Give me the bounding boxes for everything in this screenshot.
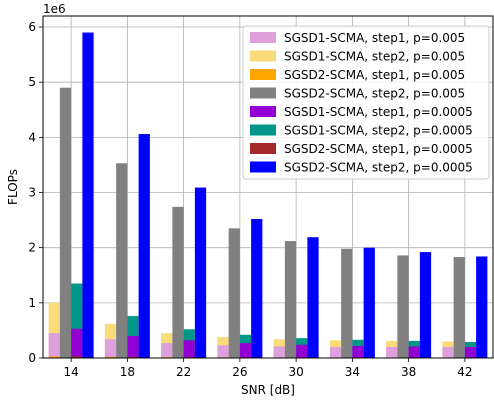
y-tick-label: 5 bbox=[28, 75, 36, 89]
bar bbox=[363, 247, 375, 358]
x-tick-label: 18 bbox=[120, 365, 135, 379]
x-tick-label: 26 bbox=[232, 365, 247, 379]
y-tick-label: 6 bbox=[28, 20, 36, 34]
bar bbox=[71, 356, 83, 358]
bar bbox=[476, 256, 488, 358]
bar bbox=[329, 346, 342, 358]
bar bbox=[71, 283, 83, 358]
legend-swatch bbox=[250, 50, 276, 62]
bar bbox=[352, 345, 364, 358]
bar bbox=[116, 163, 128, 358]
bars bbox=[48, 32, 488, 358]
x-tick-label: 34 bbox=[345, 365, 360, 379]
legend-swatch bbox=[250, 106, 276, 117]
bar bbox=[296, 344, 308, 358]
legend-label: SGSD2-SCMA, step1, p=0.005 bbox=[284, 68, 465, 82]
x-tick-label: 14 bbox=[63, 365, 78, 379]
legend-label: SGSD1-SCMA, step1, p=0.0005 bbox=[284, 105, 473, 119]
bar bbox=[161, 343, 173, 358]
bar bbox=[194, 187, 207, 358]
bar bbox=[453, 257, 465, 358]
bar bbox=[408, 346, 420, 358]
bar bbox=[104, 356, 117, 358]
y-scale-label: 1e6 bbox=[43, 2, 66, 16]
bar bbox=[127, 335, 139, 358]
plot-frame bbox=[42, 15, 494, 359]
y-axis-label: FLOPs bbox=[6, 169, 20, 205]
x-tick-label: 38 bbox=[401, 365, 416, 379]
legend-swatch bbox=[250, 124, 276, 136]
legend-box bbox=[242, 25, 490, 180]
bar bbox=[307, 237, 319, 358]
legend: SGSD1-SCMA, step1, p=0.005 SGSD1-SCMA, st… bbox=[242, 25, 490, 180]
x-tick-label: 42 bbox=[457, 365, 472, 379]
legend-swatch bbox=[250, 143, 276, 154]
y-tick-label: 2 bbox=[28, 241, 36, 255]
legend-label: SGSD1-SCMA, step1, p=0.005 bbox=[284, 31, 465, 45]
bar bbox=[138, 134, 150, 358]
bar bbox=[251, 218, 263, 358]
bar bbox=[82, 32, 94, 358]
bar bbox=[48, 333, 60, 358]
legend-label: SGSD2-SCMA, step2, p=0.0005 bbox=[284, 161, 473, 175]
x-axis-label: SNR [dB] bbox=[241, 383, 295, 397]
bar bbox=[239, 343, 252, 358]
bar bbox=[104, 339, 117, 358]
bar bbox=[183, 340, 195, 358]
legend-label: SGSD2-SCMA, step1, p=0.0005 bbox=[284, 142, 473, 156]
bar bbox=[228, 228, 240, 358]
legend-label: SGSD1-SCMA, step2, p=0.0005 bbox=[284, 124, 473, 138]
bar bbox=[386, 346, 398, 358]
bar bbox=[397, 255, 409, 358]
bar bbox=[217, 345, 229, 358]
bar bbox=[273, 346, 285, 358]
bar bbox=[48, 302, 60, 358]
bar bbox=[341, 248, 353, 358]
y-tick-label: 0 bbox=[28, 351, 36, 365]
bar bbox=[59, 87, 72, 358]
x-tick-label: 22 bbox=[176, 365, 191, 379]
y-tick-label: 4 bbox=[28, 130, 36, 144]
y-tick-label: 1 bbox=[28, 296, 36, 310]
bar bbox=[127, 356, 139, 358]
legend-swatch bbox=[250, 161, 276, 173]
legend-swatch bbox=[250, 69, 276, 80]
x-tick-label: 30 bbox=[288, 365, 303, 379]
y-tick-label: 3 bbox=[28, 186, 36, 200]
legend-swatch bbox=[250, 87, 276, 99]
legend-swatch bbox=[250, 32, 276, 43]
bar bbox=[419, 252, 432, 358]
bar bbox=[442, 346, 454, 358]
bar bbox=[464, 346, 477, 358]
bar bbox=[71, 328, 83, 358]
legend-label: SGSD1-SCMA, step2, p=0.005 bbox=[284, 50, 465, 64]
bar bbox=[172, 206, 184, 358]
legend-label: SGSD2-SCMA, step2, p=0.005 bbox=[284, 87, 465, 101]
bar bbox=[48, 356, 60, 358]
bar bbox=[284, 241, 297, 358]
